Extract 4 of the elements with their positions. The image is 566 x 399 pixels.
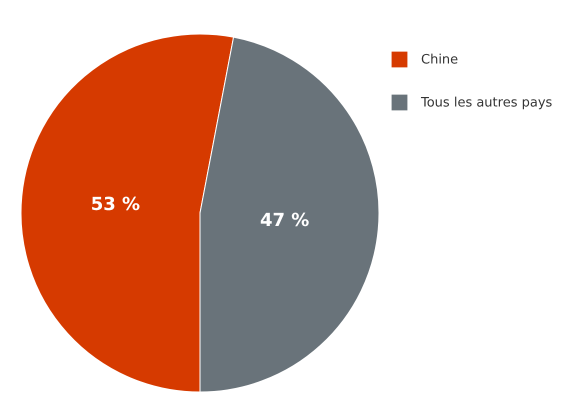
- data-label: 53 %: [90, 194, 140, 215]
- legend-label: Tous les autres pays: [420, 96, 553, 110]
- data-label: 47 %: [260, 210, 310, 231]
- legend-label: Chine: [421, 52, 458, 68]
